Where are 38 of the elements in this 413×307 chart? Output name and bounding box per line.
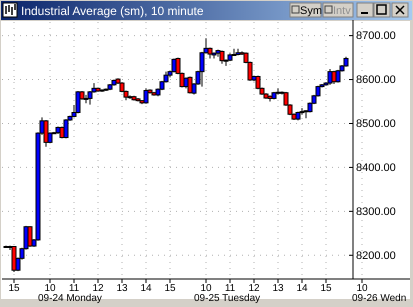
candlestick [28, 226, 32, 248]
candlestick [336, 69, 340, 84]
candlestick [344, 56, 348, 68]
x-tick-label: 11 [224, 283, 236, 294]
candlestick [12, 246, 16, 272]
text: Sym [300, 5, 322, 17]
x-tick-label: 15 [8, 283, 20, 294]
text: 09-26 Wedn [352, 293, 406, 304]
candlestick [76, 90, 80, 114]
candlestick [200, 51, 204, 88]
candlestick [64, 118, 68, 139]
y-tick-label: 8600.00 [356, 74, 396, 86]
x-tick-label: 13 [116, 283, 128, 294]
candlestick [220, 50, 224, 64]
candlestick [144, 88, 148, 104]
y-tick-label: 8500.00 [356, 118, 396, 130]
x-tick-label: 15 [320, 283, 332, 294]
y-tick-label: 8700.00 [356, 30, 396, 42]
x-tick-label: 10 [356, 283, 368, 294]
y-tick-label: 8200.00 [356, 250, 396, 262]
text: Intv [333, 5, 352, 17]
y-tick-label: 8400.00 [356, 162, 396, 174]
x-tick-label: 14 [296, 283, 308, 294]
text: 09-24 Monday [38, 293, 102, 304]
chart-title: Industrial Average (sm), 10 minute [21, 4, 204, 18]
x-tick-label: 10 [200, 283, 212, 294]
x-tick-label: 10 [44, 283, 56, 294]
text: 09-25 Tuesday [194, 293, 260, 304]
candlestick [88, 90, 92, 106]
x-tick-label: 11 [68, 283, 80, 294]
candlestick [44, 119, 48, 148]
x-tick-label: 12 [92, 283, 104, 294]
candlestick [208, 46, 212, 59]
x-tick-label: 12 [248, 283, 260, 294]
x-tick-label: 15 [164, 283, 176, 294]
y-tick-label: 8300.00 [356, 206, 396, 218]
x-tick-label: 13 [272, 283, 284, 294]
x-tick-label: 14 [140, 283, 152, 294]
